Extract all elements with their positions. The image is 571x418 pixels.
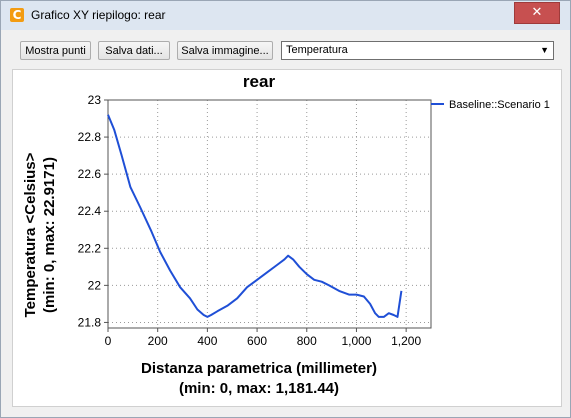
x-tick-label: 1,000 xyxy=(341,334,371,348)
app-icon: C xyxy=(10,8,24,22)
grid-lines xyxy=(107,99,431,328)
y-axis-label: Temperatura <Celsius> xyxy=(22,152,39,317)
x-axis-label-range: (min: 0, max: 1,181.44) xyxy=(179,380,339,397)
show-points-button[interactable]: Mostra punti xyxy=(20,41,91,60)
legend: Baseline::Scenario 1 xyxy=(431,99,550,111)
save-data-button[interactable]: Salva dati... xyxy=(98,41,170,60)
x-tick-label: 200 xyxy=(148,334,168,348)
chart-panel: rear 21.8 22 22.2 22.4 22.6 22.8 23 0 200 400 600… xyxy=(12,69,562,407)
x-axis-label: Distanza parametrica (millimeter) xyxy=(141,360,377,377)
client-area: Mostra punti Salva dati... Salva immagin… xyxy=(9,30,562,409)
y-tick-label: 22.8 xyxy=(78,130,102,144)
series-line xyxy=(107,114,403,318)
y-tick-label: 22 xyxy=(88,278,102,292)
chevron-down-icon: ▼ xyxy=(540,45,549,55)
x-tick-label: 1,200 xyxy=(391,334,421,348)
plot-frame xyxy=(107,99,432,329)
y-tick-label: 22.6 xyxy=(78,167,102,181)
x-tick-label: 0 xyxy=(105,334,112,348)
x-tick-label: 600 xyxy=(247,334,267,348)
y-tick-label: 23 xyxy=(88,93,102,107)
quantity-select[interactable]: Temperatura ▼ xyxy=(281,41,554,60)
quantity-select-value: Temperatura xyxy=(286,44,348,56)
x-tick-label: 800 xyxy=(297,334,317,348)
y-axis-label-range: (min: 0, max: 22.9171) xyxy=(41,157,58,313)
y-tick-label: 22.2 xyxy=(78,241,102,255)
line-chart: rear 21.8 22 22.2 22.4 22.6 22.8 23 0 200 400 600… xyxy=(22,72,550,397)
x-axis-ticks: 0 200 400 600 800 1,000 1,200 xyxy=(105,328,421,348)
chart-title: rear xyxy=(243,72,276,91)
y-tick-label: 22.4 xyxy=(78,204,102,218)
save-image-button[interactable]: Salva immagine... xyxy=(177,41,273,60)
window-title: Grafico XY riepilogo: rear xyxy=(31,8,166,22)
close-button[interactable]: ✕ xyxy=(514,2,560,24)
title-bar[interactable]: C Grafico XY riepilogo: rear ✕ xyxy=(1,1,570,30)
y-tick-label: 21.8 xyxy=(78,315,102,329)
x-tick-label: 400 xyxy=(197,334,217,348)
legend-label: Baseline::Scenario 1 xyxy=(449,99,550,111)
y-axis-ticks: 21.8 22 22.2 22.4 22.6 22.8 23 xyxy=(78,93,108,329)
